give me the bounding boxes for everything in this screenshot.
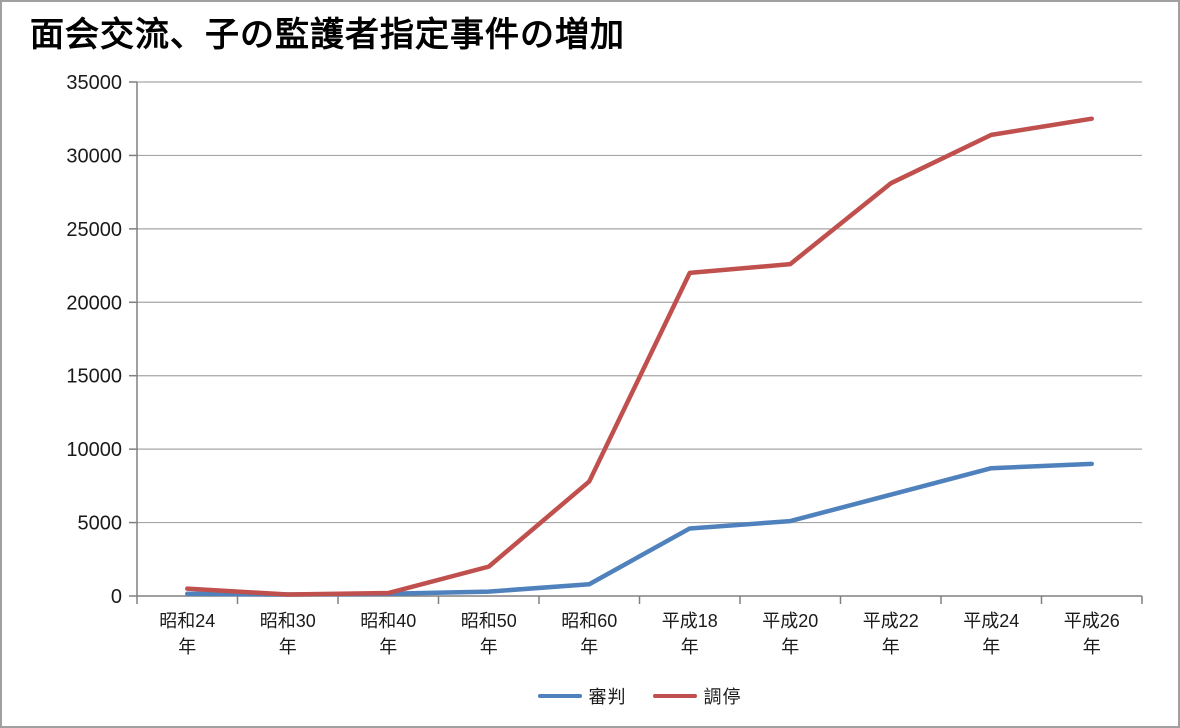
x-axis-label: 平成26 bbox=[1064, 611, 1120, 631]
x-axis-label-suffix: 年 bbox=[982, 637, 1000, 657]
y-axis-label: 15000 bbox=[66, 366, 122, 388]
x-axis-label: 平成22 bbox=[863, 611, 919, 631]
x-axis-label-suffix: 年 bbox=[781, 637, 799, 657]
x-axis-label: 昭和60 bbox=[561, 611, 617, 631]
x-axis-label-suffix: 年 bbox=[882, 637, 900, 657]
x-axis-label: 昭和50 bbox=[461, 611, 517, 631]
x-axis-label: 昭和30 bbox=[260, 611, 316, 631]
chart-title: 面会交流、子の監護者指定事件の増加 bbox=[30, 17, 625, 54]
x-axis-label: 昭和40 bbox=[360, 611, 416, 631]
legend-item-shinpan: 審判 bbox=[537, 683, 627, 709]
x-axis-label: 平成18 bbox=[662, 611, 718, 631]
y-axis-label: 10000 bbox=[66, 439, 122, 461]
legend-line-swatch-blue-icon bbox=[537, 694, 582, 698]
x-axis-label: 平成20 bbox=[762, 611, 818, 631]
x-axis-label-suffix: 年 bbox=[1083, 637, 1101, 657]
y-axis-label: 35000 bbox=[66, 72, 122, 94]
x-axis-label-suffix: 年 bbox=[580, 637, 598, 657]
x-axis-label: 昭和24 bbox=[159, 611, 215, 631]
y-axis-label: 5000 bbox=[78, 513, 123, 535]
series-line-0 bbox=[185, 461, 1094, 597]
y-axis-label: 30000 bbox=[66, 145, 122, 167]
chart-legend: 審判 調停 bbox=[137, 683, 1142, 709]
legend-line-swatch-red-icon bbox=[652, 694, 697, 698]
series-line-1 bbox=[185, 116, 1094, 597]
y-axis-label: 20000 bbox=[66, 292, 122, 314]
x-axis-label-suffix: 年 bbox=[681, 637, 699, 657]
legend-label-shinpan: 審判 bbox=[588, 687, 627, 707]
legend-item-chotei: 調停 bbox=[652, 683, 742, 709]
y-axis-label: 0 bbox=[111, 586, 122, 608]
x-axis-label-suffix: 年 bbox=[178, 637, 196, 657]
x-axis-label-suffix: 年 bbox=[379, 637, 397, 657]
x-axis-label-suffix: 年 bbox=[480, 637, 498, 657]
x-axis-label: 平成24 bbox=[963, 611, 1019, 631]
y-axis-label: 25000 bbox=[66, 219, 122, 241]
x-axis-label-suffix: 年 bbox=[279, 637, 297, 657]
legend-label-chotei: 調停 bbox=[703, 687, 742, 707]
